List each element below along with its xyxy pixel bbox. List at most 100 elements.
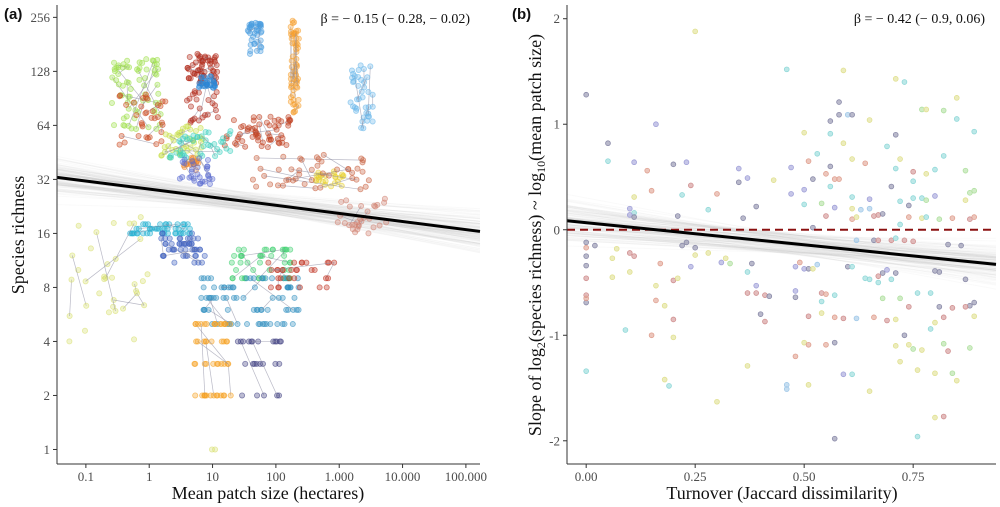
posterior-draw-line bbox=[56, 169, 481, 245]
data-point bbox=[266, 133, 273, 140]
posterior-draw-line bbox=[56, 204, 481, 217]
data-point bbox=[173, 149, 180, 156]
posterior-draw-line bbox=[56, 189, 481, 224]
data-point bbox=[165, 246, 172, 253]
study-cluster bbox=[244, 19, 265, 57]
data-point bbox=[919, 347, 925, 353]
posterior-draw-line bbox=[566, 232, 997, 256]
data-point bbox=[245, 338, 252, 345]
posterior-draw-line bbox=[56, 173, 481, 228]
data-point bbox=[792, 353, 799, 360]
data-point bbox=[133, 112, 140, 119]
posterior-draw-line bbox=[566, 231, 997, 271]
data-point bbox=[932, 319, 938, 326]
data-point bbox=[123, 113, 130, 120]
data-point bbox=[875, 273, 882, 279]
posterior-draw-line bbox=[56, 195, 481, 219]
data-point bbox=[192, 392, 199, 399]
data-point bbox=[293, 267, 300, 274]
data-point bbox=[120, 61, 127, 68]
data-point bbox=[110, 220, 117, 227]
posterior-draw-line bbox=[56, 170, 481, 251]
study-trend-line bbox=[291, 58, 297, 84]
data-point bbox=[648, 187, 655, 194]
data-point bbox=[753, 203, 760, 210]
data-point bbox=[308, 166, 315, 173]
data-point bbox=[218, 138, 225, 145]
data-point bbox=[207, 142, 214, 149]
data-point bbox=[249, 176, 256, 183]
data-point bbox=[123, 101, 130, 108]
data-point bbox=[250, 267, 257, 274]
data-point bbox=[187, 75, 194, 82]
posterior-draw-line bbox=[56, 184, 481, 210]
posterior-draw-line bbox=[566, 216, 997, 249]
data-point bbox=[279, 246, 286, 253]
data-point bbox=[971, 313, 978, 320]
data-point bbox=[191, 88, 198, 95]
data-point bbox=[113, 77, 120, 84]
study-trend-line bbox=[258, 124, 264, 143]
data-point bbox=[227, 392, 234, 399]
data-point bbox=[319, 170, 326, 177]
data-point bbox=[261, 321, 268, 328]
posterior-draw-line bbox=[56, 177, 481, 245]
data-point bbox=[135, 132, 142, 139]
data-point bbox=[962, 197, 969, 204]
posterior-draw-line bbox=[56, 182, 481, 245]
data-point bbox=[101, 276, 108, 283]
data-point bbox=[679, 242, 685, 249]
posterior-draw-line bbox=[566, 193, 997, 276]
data-point bbox=[138, 103, 145, 110]
data-point bbox=[201, 252, 208, 259]
data-point bbox=[962, 167, 969, 174]
data-point bbox=[836, 99, 842, 105]
data-point bbox=[186, 95, 193, 102]
data-point bbox=[213, 62, 220, 69]
data-point bbox=[170, 246, 177, 253]
data-point bbox=[202, 128, 209, 135]
data-point bbox=[243, 275, 250, 282]
posterior-draw-line bbox=[56, 164, 481, 253]
data-point bbox=[269, 275, 276, 282]
data-point bbox=[805, 313, 812, 320]
y-title-part: Slope of log bbox=[525, 348, 545, 436]
data-point bbox=[279, 135, 286, 142]
data-point bbox=[823, 171, 829, 177]
data-point bbox=[583, 275, 589, 282]
data-point bbox=[285, 284, 292, 291]
study-trend-line bbox=[105, 223, 135, 279]
data-point bbox=[788, 164, 794, 171]
y-tick-label: 2 bbox=[44, 388, 51, 403]
data-point bbox=[192, 252, 199, 259]
data-point bbox=[906, 303, 912, 310]
data-point bbox=[257, 165, 264, 172]
data-point bbox=[303, 259, 310, 266]
posterior-draw-line bbox=[566, 199, 997, 278]
data-point bbox=[161, 144, 168, 151]
data-point bbox=[203, 165, 210, 172]
posterior-draw-line bbox=[566, 206, 997, 272]
data-point bbox=[609, 255, 616, 262]
data-point bbox=[218, 321, 225, 328]
x-tick-label: 0.1 bbox=[78, 469, 94, 484]
data-point bbox=[866, 117, 873, 123]
data-point bbox=[365, 230, 372, 237]
data-point bbox=[131, 336, 138, 343]
posterior-draw-line bbox=[56, 168, 481, 227]
data-point bbox=[583, 295, 589, 302]
data-point bbox=[214, 68, 221, 75]
data-point bbox=[159, 121, 166, 128]
y-axis-title-b: Slope of log2(species richness) ~ log10(… bbox=[525, 34, 548, 436]
data-point bbox=[124, 57, 131, 64]
posterior-draw-line bbox=[566, 200, 997, 279]
data-point bbox=[836, 111, 842, 118]
data-point bbox=[223, 294, 230, 301]
data-point bbox=[343, 197, 350, 204]
data-point bbox=[188, 168, 195, 175]
posterior-draw-line bbox=[566, 230, 997, 270]
data-point bbox=[670, 277, 677, 284]
data-point bbox=[274, 321, 281, 328]
data-point bbox=[814, 261, 821, 268]
